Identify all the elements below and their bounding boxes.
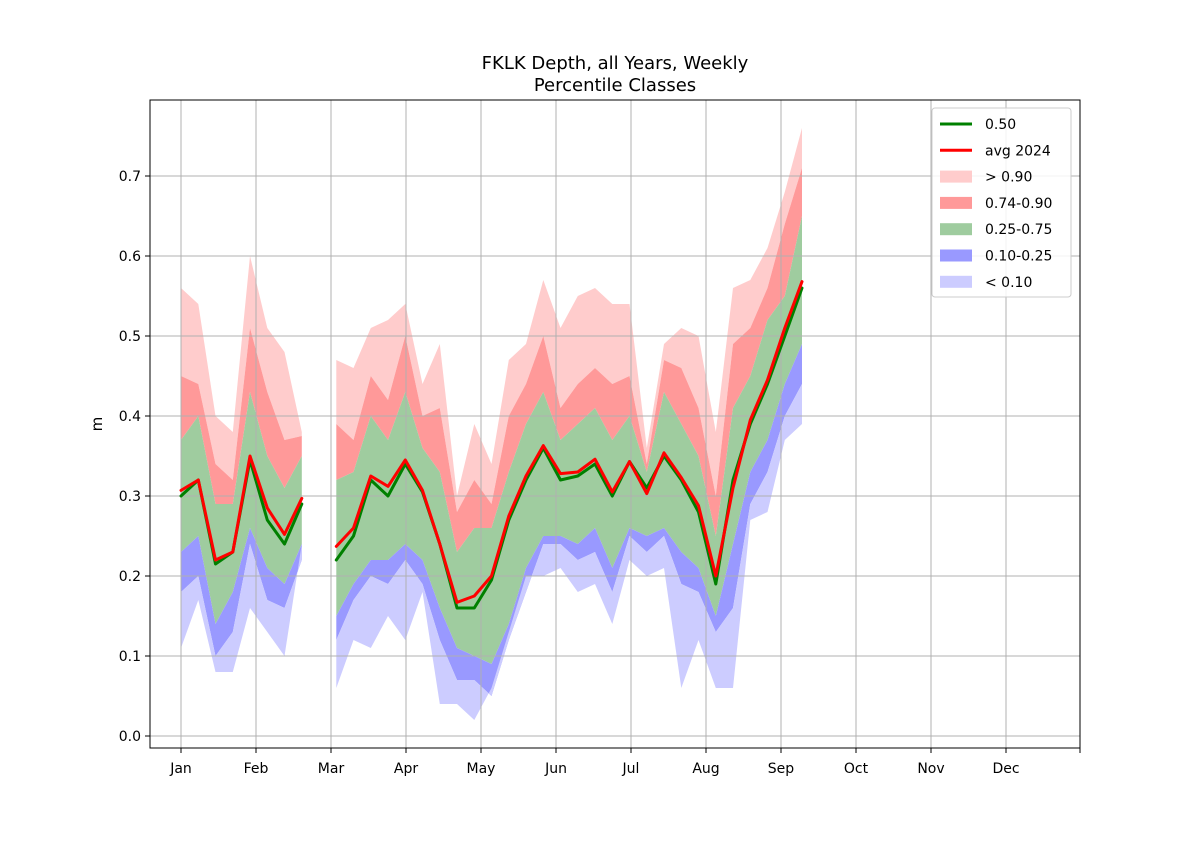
legend-swatch-patch <box>940 223 972 236</box>
y-axis-label: m <box>88 417 106 432</box>
legend-item: 0.25-0.75 <box>940 222 1052 238</box>
y-tick-label-5: 0.5 <box>119 329 141 345</box>
legend-label: 0.10-0.25 <box>985 249 1052 265</box>
legend-swatch-patch <box>940 196 972 209</box>
series-line-1-seg0 <box>179 454 304 562</box>
band-25-75-seg1 <box>336 216 802 664</box>
x-tick-label-sep: Sep <box>768 761 795 777</box>
legend-label: 0.25-0.75 <box>985 222 1052 238</box>
legend-label: 0.50 <box>985 117 1016 133</box>
legend-item: > 0.90 <box>940 170 1032 186</box>
legend-label: avg 2024 <box>985 143 1051 159</box>
bands-layer <box>181 128 802 720</box>
legend-item: 0.10-0.25 <box>940 249 1052 265</box>
x-tick-label-aug: Aug <box>692 761 719 777</box>
legend-item: 0.50 <box>940 117 1016 133</box>
x-tick-label-oct: Oct <box>844 761 869 777</box>
series-line-1-seg1 <box>334 280 804 604</box>
x-tick-label-jul: Jul <box>622 761 640 777</box>
y-tick-label-1: 0.1 <box>119 649 141 665</box>
band-above-90-seg1 <box>336 128 802 512</box>
band-below-10-seg1 <box>336 384 802 720</box>
x-tick-label-apr: Apr <box>394 761 418 777</box>
x-tick-label-jan: Jan <box>169 761 192 777</box>
chart-subtitle: Percentile Classes <box>534 75 696 96</box>
band-10-25-seg0 <box>181 528 302 656</box>
x-tick-label-feb: Feb <box>244 761 269 777</box>
x-tick-label-jun: Jun <box>544 761 567 777</box>
legend-swatch-patch <box>940 275 972 288</box>
legend-label: < 0.10 <box>985 275 1032 291</box>
legend-label: 0.74-0.90 <box>985 196 1052 212</box>
y-tick-label-3: 0.3 <box>119 489 141 505</box>
grid-layer <box>150 100 1080 748</box>
y-tick-label-4: 0.4 <box>119 409 141 425</box>
y-tick-label-2: 0.2 <box>119 569 141 585</box>
legend-item: 0.74-0.90 <box>940 196 1052 212</box>
band-below-10-seg0 <box>181 544 302 672</box>
legend-item: avg 2024 <box>940 143 1051 159</box>
y-tick-label-7: 0.7 <box>119 169 141 185</box>
x-tick-label-nov: Nov <box>917 761 944 777</box>
band-above-90-seg0 <box>181 256 302 480</box>
x-tick-label-dec: Dec <box>992 761 1019 777</box>
legend-item: < 0.10 <box>940 275 1032 291</box>
legend-swatch-patch <box>940 249 972 262</box>
plot-frame <box>149 99 1081 749</box>
chart-title: FKLK Depth, all Years, Weekly <box>482 53 749 74</box>
axes-layer: Jan Feb Mar Apr May Jun Jul Aug Sep Oct Nov Dec 0.0 0… <box>119 99 1081 777</box>
y-tick-label-6: 0.6 <box>119 249 141 265</box>
legend-swatch-patch <box>940 170 972 183</box>
y-tick-label-0: 0.0 <box>119 729 141 745</box>
x-tick-label-may: May <box>467 761 496 777</box>
lines-layer <box>179 280 804 610</box>
x-tick-label-mar: Mar <box>318 761 345 777</box>
legend-label: > 0.90 <box>985 170 1032 186</box>
legend: 0.50 avg 2024 > 0.90 0.74-0.90 0.25-0.75 0.10… <box>931 107 1072 298</box>
